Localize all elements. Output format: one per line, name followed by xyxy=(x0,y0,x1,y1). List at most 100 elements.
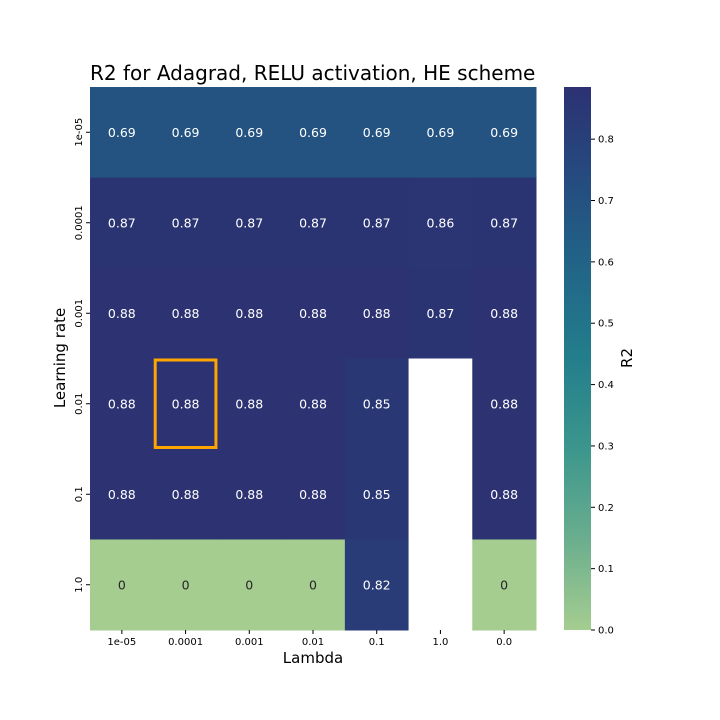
cell-labels: 0.69 0.69 0.69 0.69 0.69 0.69 0.69 0.87 0.87 0.87… xyxy=(108,125,518,593)
colorbar-tick-label: 0.3 xyxy=(598,441,614,452)
cell-value-label: 0.85 xyxy=(363,487,391,502)
x-tick-label: 0.0001 xyxy=(168,637,203,648)
heatmap-cell xyxy=(472,268,537,359)
cell-value-label: 0.87 xyxy=(235,215,263,230)
heatmap-cell xyxy=(344,358,410,450)
colorbar-tick-label: 0.2 xyxy=(598,503,614,514)
y-axis-ticks: 1e-05 0.0001 0.001 0.01 0.1 1.0 xyxy=(74,118,90,593)
cell-value-label: 0.87 xyxy=(172,215,200,230)
colorbar-tick-label: 0.1 xyxy=(598,564,614,575)
cell-value-label: 0.69 xyxy=(299,125,327,140)
heatmap-cell xyxy=(344,449,410,540)
heatmap-cell xyxy=(217,177,282,269)
heatmap-cell xyxy=(90,87,155,178)
y-tick-label: 0.01 xyxy=(74,393,85,415)
heatmap-cell xyxy=(90,449,155,540)
heatmap-cell xyxy=(153,358,218,450)
colorbar-tick-label: 0.5 xyxy=(598,319,614,330)
cell-value-label: 0.69 xyxy=(427,125,455,140)
cell-value-label: 0.88 xyxy=(363,306,391,321)
cell-value-label: 0.69 xyxy=(490,125,518,140)
cell-value-label: 0.88 xyxy=(299,396,327,411)
cell-value-label: 0.87 xyxy=(108,215,136,230)
heatmap-cell xyxy=(153,539,218,631)
heatmap-cell xyxy=(153,177,218,269)
heatmap-cell xyxy=(408,539,473,631)
heatmap-cell xyxy=(344,539,410,631)
heatmap-cell xyxy=(344,177,410,269)
x-tick-label: 0.1 xyxy=(369,637,385,648)
colorbar-tick-label: 0.8 xyxy=(598,135,614,146)
cell-value-label: 0.88 xyxy=(235,306,263,321)
y-tick-label: 1e-05 xyxy=(74,118,85,147)
colorbar-tick-label: 0.6 xyxy=(598,257,614,268)
heatmap-cell xyxy=(153,87,218,178)
heatmap-cell xyxy=(472,177,537,269)
heatmap-cell xyxy=(281,358,346,450)
y-axis-label: Learning rate xyxy=(51,308,69,408)
colorbar-gradient xyxy=(564,87,591,630)
heatmap-cell xyxy=(408,268,473,359)
y-tick-label: 0.001 xyxy=(74,299,85,328)
x-axis-label: Lambda xyxy=(283,649,343,667)
heatmap-cell xyxy=(217,449,282,540)
cell-value-label: 0.88 xyxy=(299,306,327,321)
y-tick-label: 0.0001 xyxy=(74,205,85,240)
heatmap-cell xyxy=(217,87,282,178)
heatmap-cell xyxy=(90,539,155,631)
cell-value-label: 0.88 xyxy=(490,306,518,321)
highlight-box xyxy=(153,358,218,449)
heatmap-cell xyxy=(281,449,346,540)
heatmap-cell xyxy=(472,449,537,540)
cell-value-label: 0.69 xyxy=(363,125,391,140)
heatmap-cell xyxy=(408,449,473,540)
heatmap-cell xyxy=(344,268,410,359)
x-tick-label: 0.001 xyxy=(235,637,264,648)
cell-value-label: 0 xyxy=(309,577,317,592)
heatmap-cell xyxy=(153,268,218,359)
x-axis-ticks: 1e-05 0.0001 0.001 0.01 0.1 1.0 0.0 xyxy=(107,630,512,648)
cell-value-label: 0.88 xyxy=(235,396,263,411)
cell-value-label: 0.88 xyxy=(172,396,200,411)
cell-value-label: 0.69 xyxy=(108,125,136,140)
cell-value-label: 0.88 xyxy=(490,487,518,502)
cell-value-label: 0.86 xyxy=(427,215,455,230)
heatmap-cell xyxy=(281,177,346,269)
heatmap-cell xyxy=(344,87,410,178)
cell-value-label: 0.88 xyxy=(299,487,327,502)
x-tick-label: 1.0 xyxy=(432,637,448,648)
y-tick-label: 1.0 xyxy=(74,577,85,593)
colorbar-tick-label: 0.0 xyxy=(598,626,614,637)
heatmap-cell xyxy=(153,449,218,540)
heatmap-cell xyxy=(281,268,346,359)
colorbar-tick-label: 0.7 xyxy=(598,196,614,207)
heatmap-cell xyxy=(281,87,346,178)
cell-value-label: 0 xyxy=(118,577,126,592)
heatmap-cell xyxy=(408,358,473,450)
x-tick-label: 1e-05 xyxy=(107,637,136,648)
cell-value-label: 0 xyxy=(500,577,508,592)
colorbar-label: R2 xyxy=(618,348,636,368)
heatmap-cell xyxy=(472,87,537,178)
cell-value-label: 0.69 xyxy=(172,125,200,140)
heatmap-cell xyxy=(217,539,282,631)
cell-value-label: 0.87 xyxy=(299,215,327,230)
cell-value-label: 0.82 xyxy=(363,577,391,592)
heatmap-cell xyxy=(90,358,155,450)
cell-value-label: 0.88 xyxy=(235,487,263,502)
colorbar-tick-label: 0.4 xyxy=(598,380,614,391)
heatmap-cells xyxy=(90,87,537,631)
cell-value-label: 0.88 xyxy=(490,396,518,411)
cell-value-label: 0.88 xyxy=(108,487,136,502)
cell-value-label: 0.87 xyxy=(427,306,455,321)
cell-value-label: 0.69 xyxy=(235,125,263,140)
chart-title: R2 for Adagrad, RELU activation, HE sche… xyxy=(90,61,535,85)
heatmap-cell xyxy=(472,539,537,631)
heatmap-cell xyxy=(217,268,282,359)
heatmap-cell xyxy=(217,358,282,450)
heatmap-cell xyxy=(408,177,473,269)
x-tick-label: 0.01 xyxy=(302,637,324,648)
x-tick-label: 0.0 xyxy=(496,637,512,648)
heatmap-cell xyxy=(472,358,537,450)
